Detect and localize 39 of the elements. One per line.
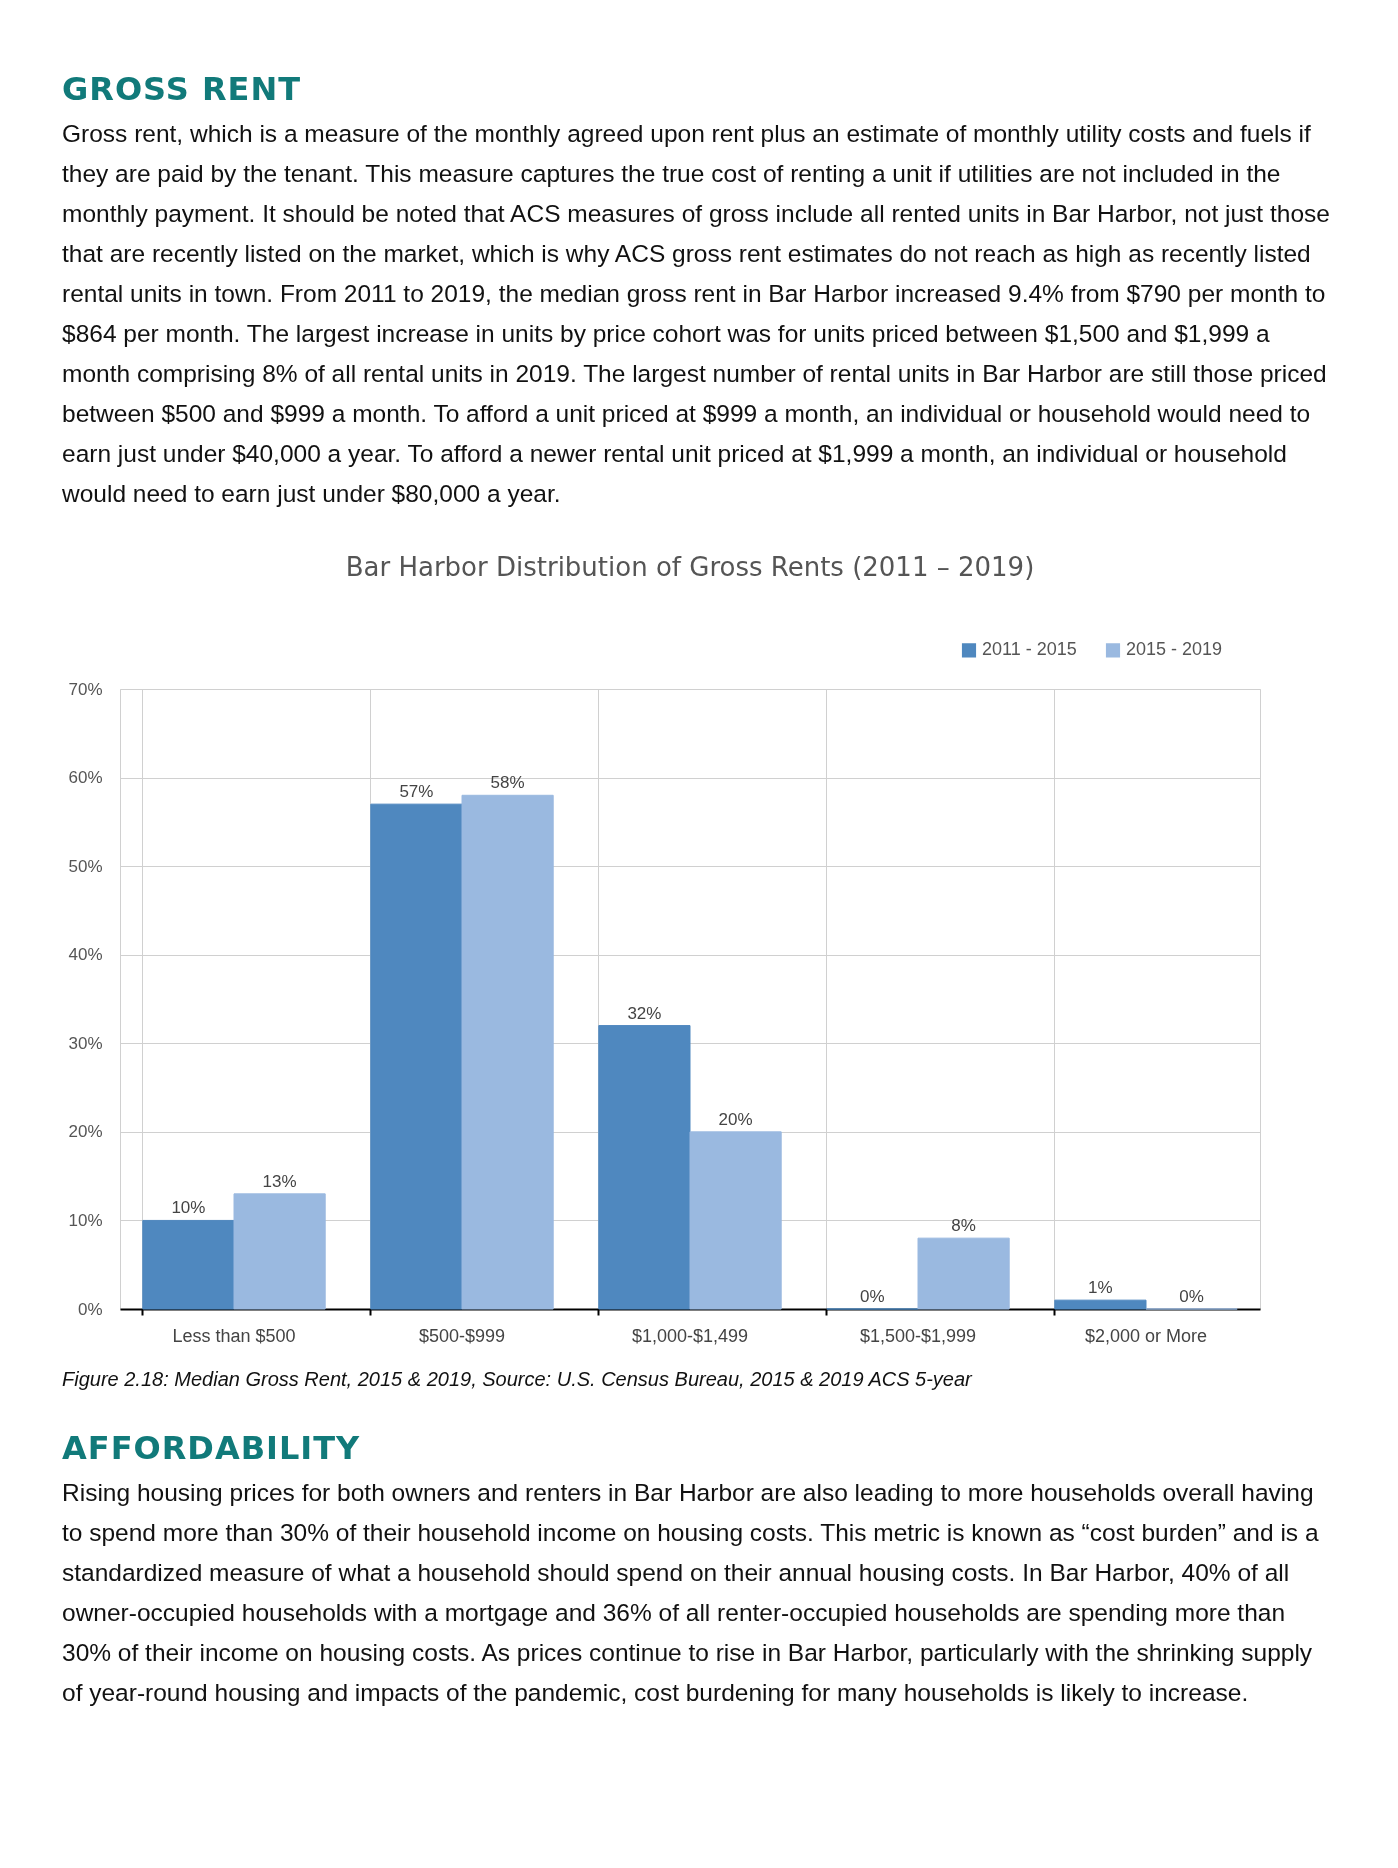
x-tick-label: $1,000-$1,499 <box>631 1325 749 1346</box>
data-label: 8% <box>951 1216 976 1236</box>
caption: Figure 2.18: Median Gross Rent, 2015 & 2019, Source: U.S. Census Bureau, 2015 & 2019 ACS 5-year <box>62 1368 974 1391</box>
data-label: 20% <box>718 1109 753 1129</box>
text: GROSS RENT <box>62 70 302 108</box>
bar <box>1054 1299 1147 1310</box>
y-tick-label: 0% <box>77 1299 103 1319</box>
bar <box>689 1131 782 1310</box>
data-label: 13% <box>262 1171 297 1191</box>
x-tick-label: $2,000 or More <box>1084 1325 1208 1346</box>
text: AFFORDABILITY <box>62 1429 362 1467</box>
bar <box>142 1219 235 1310</box>
data-label: 32% <box>627 1003 662 1023</box>
text: Rising housing prices for both owners and renters in Bar Harbor are also leading to more households overall having to spend more than 30% of their household income on housing costs. This metric is known as “cost burden” and is a standardized measure of what a household should spend on their annual housing costs. In Bar Harbor, 40% of all owner-occupied households with a mortgage and 36% of all renter-occupied households are spending more than 30% of their income on housing costs. As prices continue to rise in Bar Harbor, particularly with the shrinking supply of year-round housing and impacts of the pandemic, cost burdening for many households is likely to increase. <box>62 1478 1320 1708</box>
y-tick-label: 50% <box>68 856 103 876</box>
legend-label: 2015 - 2019 <box>1126 639 1223 660</box>
x-tick-label: Less than $500 <box>172 1325 296 1346</box>
y-tick-label: 70% <box>68 679 103 699</box>
bar <box>598 1025 691 1310</box>
y-tick-label: 20% <box>68 1122 103 1142</box>
bar <box>917 1237 1010 1310</box>
data-label: 58% <box>490 773 525 793</box>
bar <box>233 1193 326 1310</box>
chart-title: Bar Harbor Distribution of Gross Rents (2011 – 2019) <box>345 552 1035 582</box>
data-label: 57% <box>399 782 434 802</box>
bar <box>370 803 463 1310</box>
y-tick-label: 30% <box>68 1033 103 1053</box>
data-label: 0% <box>1179 1287 1204 1306</box>
data-label: 0% <box>860 1287 885 1306</box>
y-tick-label: 10% <box>68 1210 103 1230</box>
y-tick-label: 60% <box>68 768 103 788</box>
bar <box>461 794 554 1310</box>
x-tick-label: $1,500-$1,999 <box>859 1325 977 1346</box>
data-label: 1% <box>1088 1278 1113 1298</box>
data-label: 10% <box>171 1198 206 1218</box>
legend-label: 2011 - 2015 <box>982 639 1077 660</box>
y-tick-label: 40% <box>68 945 103 965</box>
x-tick-label: $500-$999 <box>418 1325 506 1346</box>
text: Gross rent, which is a measure of the monthly agreed upon rent plus an estimate of monthly utility costs and fuels if they are paid by the tenant. This measure captures the true cost of renting a unit if utilities are not included in the monthly payment. It should be noted that ACS measures of gross include all rented units in Bar Harbor, not just those that are recently listed on the market, which is why ACS gross rent estimates do not reach as high as recently listed rental units in town. From 2011 to 2019, the median gross rent in Bar Harbor increased 9.4% from $790 per month to $864 per month. The largest increase in units by price cohort was for units priced between $1,500 and $1,999 a month comprising 8% of all rental units in 2019. The largest number of rental units in Bar Harbor are still those priced between $500 and $999 a month. To afford a unit priced at $999 a month, an individual or household would need to earn just under $40,000 a year. To afford a newer rental unit priced at $1,999 a month, an individual or household would need to earn just under $80,000 a year. <box>62 120 1330 507</box>
